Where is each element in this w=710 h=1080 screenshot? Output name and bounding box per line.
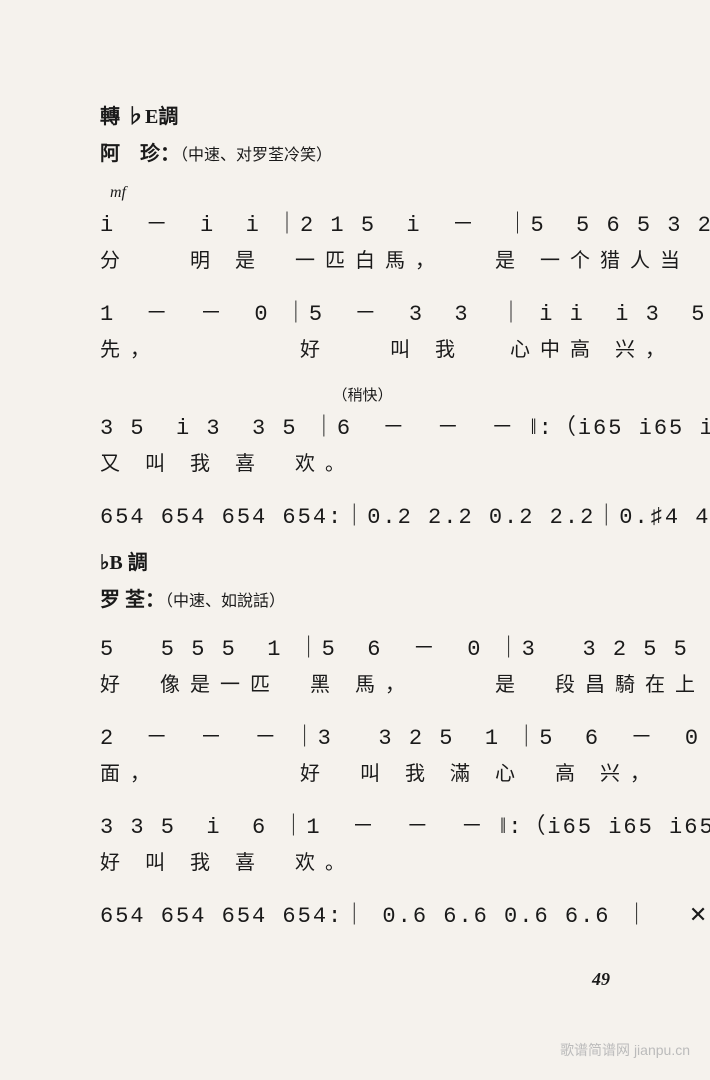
page-number: 49 — [592, 969, 610, 990]
lyric-line-6: 面， 好 叫 我 滿 心 高 兴， — [100, 757, 630, 786]
dynamic-mark: mf — [110, 184, 630, 202]
music-line-7: 3 3 5 i 6 ｜1 － － － ‖:（i65 i65 i65 i65｜ — [100, 808, 630, 840]
lyric-line-3: 又 叫 我 喜 欢。 — [100, 447, 630, 476]
char-name-1: 阿 珍： — [100, 143, 180, 165]
music-line-8: 654 654 654 654:｜ 0.6 6.6 0.6 6.6 ｜ ✕ ）｜ — [100, 897, 630, 929]
stage-direction-1: （中速、对罗荃冷笑） — [180, 147, 332, 164]
music-line-5: 5 5 5 5 1 ｜5 6 － 0 ｜3 3 2 5 5 1 — [100, 630, 630, 662]
character-luoquan: 罗 荃：（中速、如說話） — [100, 583, 630, 612]
music-line-3: 3 5 i 3 3 5 ｜6 － － － ‖:（i65 i65 i65 i65｜ — [100, 409, 630, 441]
music-line-2: 1 － － 0 ｜5 － 3 3 ｜ i i i 3 5 － — [100, 295, 630, 327]
char-name-2: 罗 荃： — [100, 589, 165, 611]
music-line-1: i － i i ｜2 1 5 i － ｜5 5 6 5 3 2 — [100, 206, 630, 238]
lyric-line-5: 好 像是一匹 黑 馬， 是 段昌騎在上 — [100, 668, 630, 697]
music-line-4: 654 654 654 654:｜0.2 2.2 0.2 2.2｜0.♯4 4.… — [100, 498, 630, 530]
lyric-line-1: 分 明 是 一匹白馬， 是 一个猎人当 — [100, 244, 630, 273]
watermark: 歌谱简谱网 jianpu.cn — [560, 1040, 690, 1060]
key-signature-1: 轉 ♭E調 — [100, 100, 630, 129]
lyric-line-2: 先， 好 叫 我 心中高 兴， — [100, 333, 630, 362]
character-azhen: 阿 珍：（中速、对罗荃冷笑） — [100, 137, 630, 166]
music-line-6: 2 － － － ｜3 3 2 5 1 ｜5 6 － 0 — [100, 719, 630, 751]
stage-direction-2: （中速、如說話） — [165, 593, 285, 610]
lyric-line-7: 好 叫 我 喜 欢。 — [100, 846, 630, 875]
tempo-note-1: （稍快） — [100, 384, 630, 405]
key-signature-2: ♭B 調 — [100, 546, 630, 575]
